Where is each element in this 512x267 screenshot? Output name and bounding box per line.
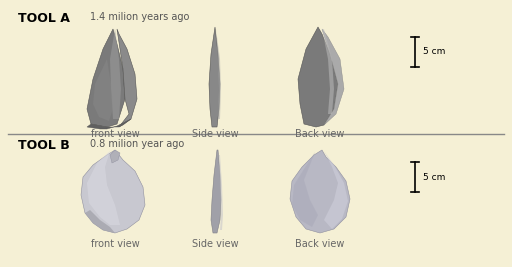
- Text: TOOL A: TOOL A: [18, 12, 70, 25]
- Polygon shape: [322, 29, 344, 125]
- Polygon shape: [324, 151, 348, 229]
- Polygon shape: [292, 152, 318, 227]
- Polygon shape: [87, 151, 120, 225]
- Text: Back view: Back view: [295, 239, 345, 249]
- Polygon shape: [322, 29, 334, 114]
- Polygon shape: [85, 210, 115, 233]
- Text: front view: front view: [91, 239, 139, 249]
- Polygon shape: [93, 59, 113, 121]
- Polygon shape: [298, 27, 338, 127]
- Text: 5 cm: 5 cm: [423, 172, 445, 182]
- Polygon shape: [110, 150, 120, 163]
- Polygon shape: [117, 29, 137, 127]
- Text: 0.8 milion year ago: 0.8 milion year ago: [90, 139, 184, 149]
- Polygon shape: [110, 29, 121, 119]
- Text: 1.4 milion years ago: 1.4 milion years ago: [90, 12, 189, 22]
- Polygon shape: [211, 150, 221, 233]
- Text: Side view: Side view: [191, 239, 238, 249]
- Polygon shape: [219, 155, 223, 230]
- Polygon shape: [209, 27, 220, 127]
- Polygon shape: [216, 29, 221, 119]
- Text: 5 cm: 5 cm: [423, 48, 445, 57]
- Polygon shape: [87, 29, 125, 127]
- Polygon shape: [81, 150, 145, 233]
- Text: TOOL B: TOOL B: [18, 139, 70, 152]
- Text: front view: front view: [91, 129, 139, 139]
- Text: Side view: Side view: [191, 129, 238, 139]
- Polygon shape: [290, 150, 350, 233]
- Polygon shape: [87, 119, 131, 129]
- Text: Back view: Back view: [295, 129, 345, 139]
